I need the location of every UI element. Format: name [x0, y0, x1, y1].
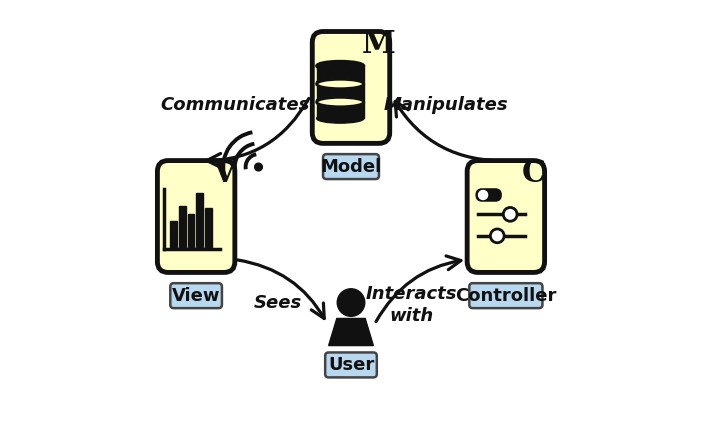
Text: Communicates: Communicates	[160, 96, 310, 113]
Circle shape	[503, 207, 517, 221]
Ellipse shape	[317, 96, 364, 105]
Circle shape	[255, 163, 263, 171]
FancyBboxPatch shape	[171, 283, 222, 308]
FancyBboxPatch shape	[323, 154, 379, 179]
Ellipse shape	[317, 78, 364, 87]
Ellipse shape	[317, 97, 364, 107]
Bar	[196, 193, 203, 249]
Text: Sees: Sees	[253, 294, 302, 312]
Bar	[205, 208, 211, 249]
Bar	[317, 102, 364, 118]
FancyBboxPatch shape	[467, 161, 545, 272]
Circle shape	[337, 289, 365, 317]
Text: C: C	[522, 158, 546, 189]
FancyBboxPatch shape	[157, 161, 235, 272]
Text: V: V	[212, 158, 236, 189]
Circle shape	[479, 191, 488, 200]
Circle shape	[491, 229, 504, 243]
Text: Controller: Controller	[455, 287, 557, 305]
Text: User: User	[328, 356, 374, 374]
Text: Model: Model	[320, 158, 382, 176]
Ellipse shape	[317, 61, 364, 71]
Text: M: M	[362, 29, 396, 60]
FancyBboxPatch shape	[325, 352, 377, 378]
FancyBboxPatch shape	[312, 32, 390, 143]
Bar	[187, 214, 194, 249]
FancyBboxPatch shape	[477, 190, 501, 200]
Ellipse shape	[317, 79, 364, 89]
Ellipse shape	[317, 114, 364, 123]
Text: Manipulates: Manipulates	[383, 96, 508, 113]
Bar	[317, 84, 364, 100]
Ellipse shape	[317, 61, 364, 71]
Bar	[171, 221, 177, 249]
Text: View: View	[172, 287, 220, 305]
Text: Interacts
with: Interacts with	[366, 284, 457, 325]
FancyBboxPatch shape	[470, 283, 543, 308]
Bar	[317, 66, 364, 82]
Bar	[179, 206, 186, 249]
Polygon shape	[329, 318, 373, 346]
